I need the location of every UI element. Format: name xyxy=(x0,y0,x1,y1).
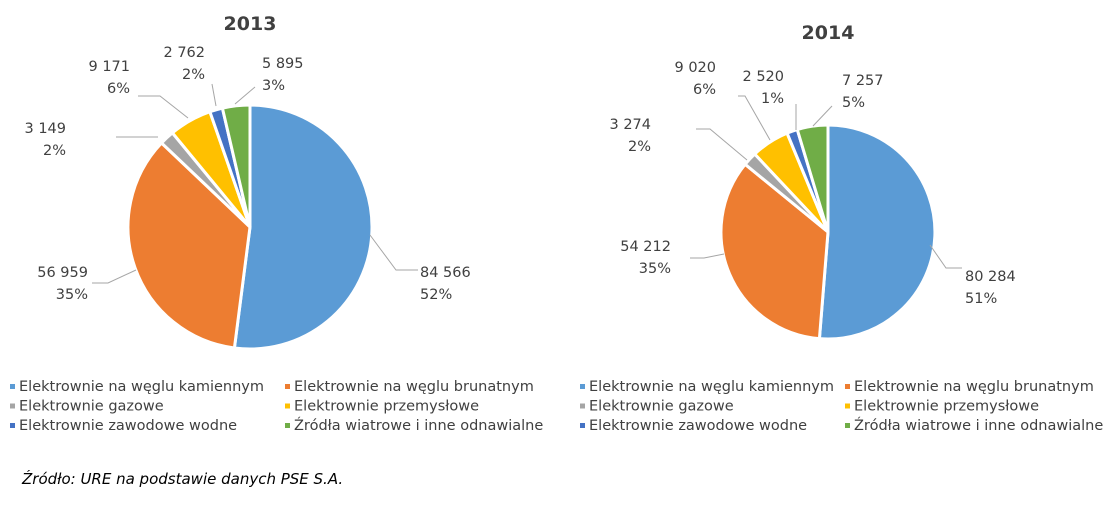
leader-line xyxy=(369,234,418,271)
legend-swatch xyxy=(580,423,585,428)
data-percent-label: 52% xyxy=(420,287,452,303)
pie-slice xyxy=(232,103,374,351)
data-percent-label: 1% xyxy=(761,91,784,107)
leader-line xyxy=(929,244,962,269)
legend-2013: Elektrownie na węglu kamiennym Elektrowni… xyxy=(10,379,543,434)
data-percent-label: 2% xyxy=(182,67,205,83)
legend-label: Elektrownie przemysłowe xyxy=(854,399,1039,415)
legend-label: Elektrownie zawodowe wodne xyxy=(589,418,807,434)
legend-label: Elektrownie zawodowe wodne xyxy=(19,418,237,434)
data-value-label: 2 762 xyxy=(163,45,205,61)
pie-slice xyxy=(817,123,937,341)
pie-slice xyxy=(795,123,830,233)
legend-label: Elektrownie na węglu brunatnym xyxy=(854,379,1094,395)
leader-line xyxy=(138,95,189,119)
data-value-label: 3 274 xyxy=(609,117,651,133)
data-value-label: 9 171 xyxy=(88,59,130,75)
data-value-label: 84 566 xyxy=(420,265,471,281)
pie-2014: 80 284 51% 54 212 35% 3 274 2% 9 020 6% 2 520 1% 7… xyxy=(609,60,1016,341)
leader-line xyxy=(211,83,217,107)
data-value-label: 2 520 xyxy=(742,69,784,85)
data-value-label: 5 895 xyxy=(262,56,304,72)
source-note: Źródło: URE na podstawie danych PSE S.A. xyxy=(22,470,344,488)
data-value-label: 56 959 xyxy=(37,265,88,281)
data-percent-label: 3% xyxy=(262,78,285,94)
data-value-label: 3 149 xyxy=(24,121,66,137)
legend-swatch xyxy=(285,384,290,389)
legend-swatch xyxy=(845,403,850,409)
data-value-label: 80 284 xyxy=(965,269,1016,285)
pie-slice xyxy=(126,140,252,350)
legend-label: Źródła wiatrowe i inne odnawialne xyxy=(294,416,543,434)
legend-swatch xyxy=(580,384,585,389)
data-percent-label: 2% xyxy=(43,143,66,159)
pie-charts: 2013 2014 84 566 52% 56 959 35% 3 149 2% 9 171… xyxy=(10,13,1103,434)
leader-line xyxy=(696,128,748,161)
data-value-label: 9 020 xyxy=(674,60,716,76)
data-percent-label: 51% xyxy=(965,291,997,307)
data-value-label: 7 257 xyxy=(842,73,884,89)
data-percent-label: 2% xyxy=(628,139,651,155)
legend-swatch xyxy=(845,423,850,428)
pie-2013: 84 566 52% 56 959 35% 3 149 2% 9 171 6% 2 762 2% 5… xyxy=(24,45,471,351)
data-percent-label: 6% xyxy=(693,82,716,98)
legend-swatch xyxy=(10,403,15,409)
legend-label: Elektrownie na węglu brunatnym xyxy=(294,379,534,395)
legend-label: Elektrownie przemysłowe xyxy=(294,399,479,415)
legend-swatch xyxy=(845,384,850,389)
legend-label: Elektrownie na węglu kamiennym xyxy=(19,379,264,395)
legend-label: Elektrownie na węglu kamiennym xyxy=(589,379,834,395)
leader-line xyxy=(234,86,256,105)
leader-line xyxy=(92,269,137,284)
data-value-label: 54 212 xyxy=(620,239,671,255)
leader-line xyxy=(738,95,771,141)
leader-line xyxy=(812,105,833,127)
legend-label: Elektrownie gazowe xyxy=(19,399,164,415)
legend-2014: Elektrownie na węglu kamiennym Elektrowni… xyxy=(580,379,1103,434)
legend-swatch xyxy=(285,423,290,428)
data-percent-label: 35% xyxy=(639,261,671,277)
pie-slice xyxy=(220,103,252,228)
legend-swatch xyxy=(285,403,290,409)
legend-label: Elektrownie gazowe xyxy=(589,399,734,415)
legend-swatch xyxy=(10,384,15,389)
chart-title-2013: 2013 xyxy=(224,13,277,35)
legend-label: Źródła wiatrowe i inne odnawialne xyxy=(854,416,1103,434)
pie-slice xyxy=(719,162,830,341)
data-percent-label: 6% xyxy=(107,81,130,97)
chart-title-2014: 2014 xyxy=(802,22,855,44)
legend-swatch xyxy=(10,423,15,428)
leader-line xyxy=(690,253,725,259)
data-percent-label: 35% xyxy=(56,287,88,303)
data-percent-label: 5% xyxy=(842,95,865,111)
legend-swatch xyxy=(580,403,585,409)
